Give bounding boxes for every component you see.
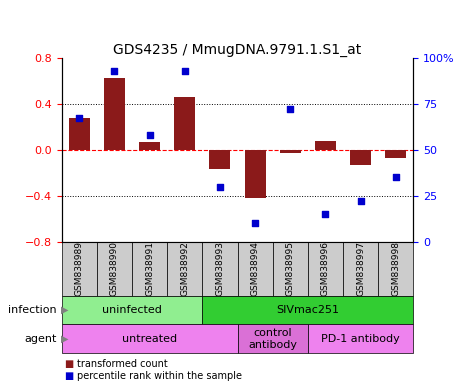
Bar	[343, 242, 378, 296]
Point	[181, 68, 189, 74]
Bar	[245, 150, 266, 198]
Point	[76, 115, 83, 121]
Title: GDS4235 / MmugDNA.9791.1.S1_at: GDS4235 / MmugDNA.9791.1.S1_at	[114, 43, 361, 56]
Text: GSM838989: GSM838989	[75, 241, 84, 296]
Text: GSM838991: GSM838991	[145, 241, 154, 296]
Text: uninfected: uninfected	[102, 305, 162, 315]
Text: untreated: untreated	[122, 334, 177, 344]
Text: ▶: ▶	[61, 305, 68, 315]
Point	[216, 184, 224, 190]
Point	[111, 68, 118, 74]
Text: SIVmac251: SIVmac251	[276, 305, 339, 315]
Bar	[378, 242, 413, 296]
Bar	[202, 296, 413, 324]
Bar	[62, 242, 97, 296]
Text: transformed count: transformed count	[77, 359, 168, 369]
Text: infection: infection	[9, 305, 57, 315]
Bar	[132, 242, 167, 296]
Bar	[315, 141, 336, 150]
Bar	[62, 324, 238, 353]
Bar	[350, 150, 371, 165]
Text: control
antibody: control antibody	[248, 328, 297, 350]
Text: agent: agent	[25, 334, 57, 344]
Bar	[238, 242, 273, 296]
Bar	[273, 242, 308, 296]
Bar	[385, 150, 406, 158]
Bar	[69, 118, 90, 150]
Bar	[167, 242, 202, 296]
Text: GSM838990: GSM838990	[110, 241, 119, 296]
Text: ▶: ▶	[61, 334, 68, 344]
Point	[146, 132, 153, 138]
Bar	[139, 142, 160, 150]
Text: ■: ■	[64, 371, 73, 381]
Bar	[202, 242, 238, 296]
Bar	[308, 242, 343, 296]
Bar	[62, 296, 202, 324]
Bar	[97, 242, 132, 296]
Point	[322, 211, 329, 217]
Point	[392, 174, 399, 180]
Text: percentile rank within the sample: percentile rank within the sample	[77, 371, 242, 381]
Bar	[238, 324, 308, 353]
Point	[286, 106, 294, 112]
Text: GSM838993: GSM838993	[216, 241, 224, 296]
Text: GSM838997: GSM838997	[356, 241, 365, 296]
Point	[251, 220, 259, 227]
Bar	[104, 78, 125, 150]
Bar	[174, 97, 195, 150]
Bar	[308, 324, 413, 353]
Bar	[280, 150, 301, 153]
Bar	[209, 150, 230, 169]
Text: ■: ■	[64, 359, 73, 369]
Text: GSM838994: GSM838994	[251, 242, 259, 296]
Point	[357, 198, 364, 204]
Text: GSM838998: GSM838998	[391, 241, 400, 296]
Text: GSM838996: GSM838996	[321, 241, 330, 296]
Text: GSM838995: GSM838995	[286, 241, 294, 296]
Text: GSM838992: GSM838992	[180, 242, 189, 296]
Text: PD-1 antibody: PD-1 antibody	[321, 334, 400, 344]
